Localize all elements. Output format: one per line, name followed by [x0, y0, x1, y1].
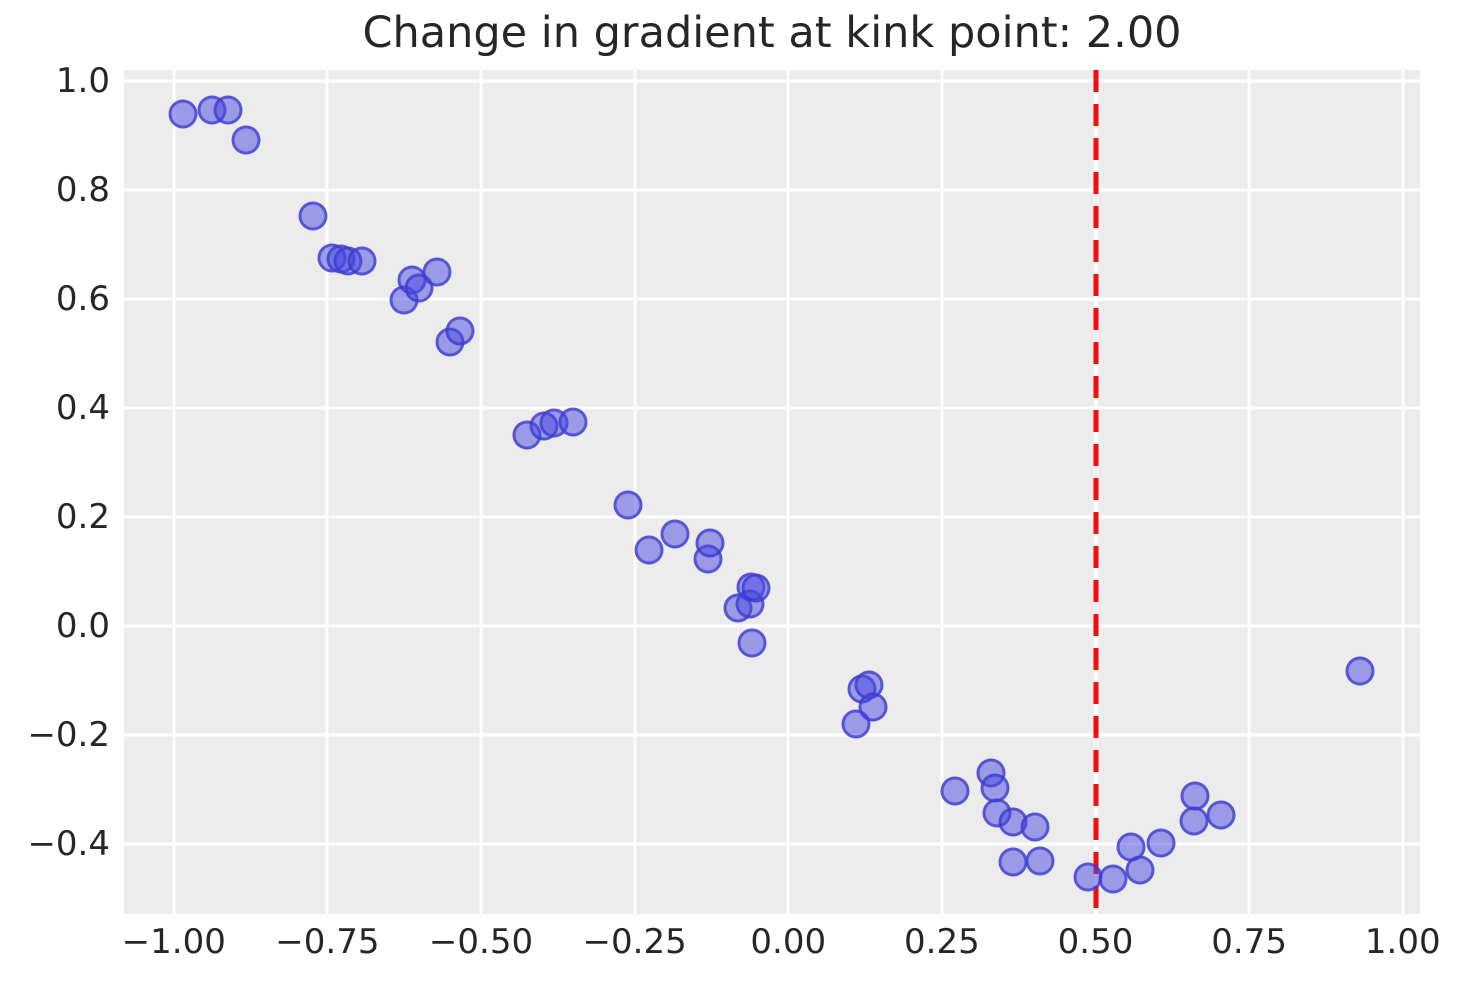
data-point [634, 535, 664, 565]
y-gridline [124, 297, 1420, 301]
y-gridline [124, 842, 1420, 846]
data-point [737, 628, 767, 658]
x-gridline [1401, 70, 1405, 914]
data-point [231, 125, 261, 155]
y-gridline [124, 733, 1420, 737]
data-point [558, 407, 588, 437]
data-point [980, 773, 1010, 803]
x-gridline [479, 70, 483, 914]
data-point [741, 573, 771, 603]
data-point [1098, 864, 1128, 894]
data-point [445, 316, 475, 346]
y-gridline [124, 624, 1420, 628]
x-axis-tick-label: −1.00 [121, 922, 226, 962]
x-axis-tick-label: 0.50 [1057, 922, 1134, 962]
data-point [1180, 781, 1210, 811]
y-axis-tick-label: −0.4 [27, 824, 110, 865]
x-axis-tick-label: 0.75 [1211, 922, 1288, 962]
data-point [404, 273, 434, 303]
chart-title: Change in gradient at kink point: 2.00 [362, 8, 1182, 58]
y-gridline [124, 79, 1420, 83]
plot-area [124, 70, 1420, 914]
x-gridline [172, 70, 176, 914]
data-point [1073, 862, 1103, 892]
y-gridline [124, 406, 1420, 410]
x-axis-tick-label: −0.25 [582, 922, 687, 962]
data-point [422, 257, 452, 287]
data-point [1345, 656, 1375, 686]
y-gridline [124, 515, 1420, 519]
y-gridline [124, 188, 1420, 192]
y-axis-tick-label: −0.2 [27, 715, 110, 756]
y-axis-tick-label: 1.0 [55, 60, 110, 101]
data-point [858, 692, 888, 722]
x-axis-tick-label: 1.00 [1364, 922, 1441, 962]
data-point [213, 95, 243, 125]
data-point [998, 847, 1028, 877]
data-point [940, 776, 970, 806]
data-point [1020, 812, 1050, 842]
x-axis-tick-label: 0.25 [904, 922, 980, 962]
x-axis-tick-label: −0.75 [275, 922, 380, 962]
x-axis-tick-label: 0.00 [750, 922, 827, 962]
data-point [1125, 855, 1155, 885]
x-gridline [786, 70, 790, 914]
data-point [168, 99, 198, 129]
data-point [613, 490, 643, 520]
data-point [1179, 806, 1209, 836]
x-axis-tick-label: −0.50 [428, 922, 534, 962]
data-point [1146, 828, 1176, 858]
data-point [1206, 800, 1236, 830]
data-point [1025, 846, 1055, 876]
data-point [347, 246, 377, 276]
y-axis-tick-label: 0.4 [55, 388, 110, 429]
y-axis-tick-label: 0.2 [55, 497, 110, 538]
data-point [695, 528, 725, 558]
y-axis-tick-label: 0.6 [55, 278, 110, 319]
data-point [660, 519, 690, 549]
data-point [298, 201, 328, 231]
y-axis-tick-label: 0.0 [55, 606, 110, 647]
y-axis-tick-label: 0.8 [55, 169, 110, 210]
x-gridline [325, 70, 329, 914]
kink-point-line [1093, 70, 1099, 914]
x-gridline [1247, 70, 1251, 914]
x-gridline [940, 70, 944, 914]
